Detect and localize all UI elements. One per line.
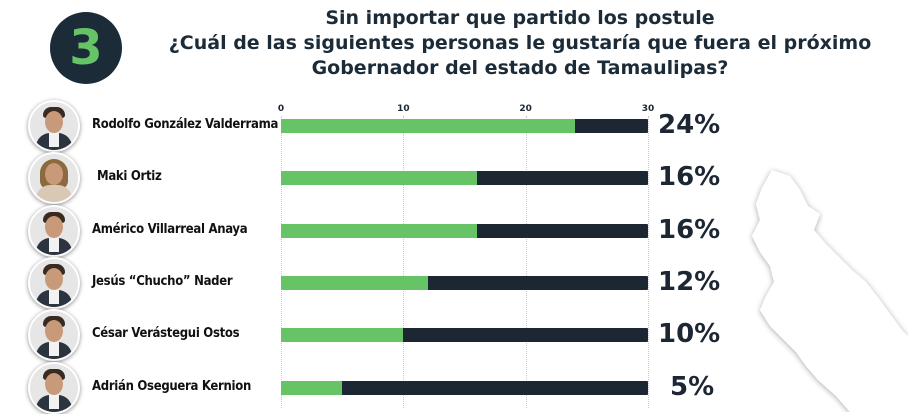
candidate-name: César Verástegui Ostos — [92, 326, 240, 341]
candidate-photo — [28, 309, 80, 361]
bar-track — [281, 276, 648, 290]
data-label: 16% — [658, 215, 721, 245]
x-tick-label: 10 — [397, 104, 410, 114]
title-line-3-middle: del estado de — [438, 57, 598, 79]
bar-track — [281, 119, 648, 133]
bar-track — [281, 224, 648, 238]
x-tick-label: 0 — [277, 104, 285, 114]
bar — [281, 224, 477, 238]
x-tick-label: 30 — [641, 104, 655, 114]
bar — [281, 119, 575, 133]
x-tick-label: 20 — [519, 104, 532, 114]
question-title: Sin importar que partido los postule ¿Cu… — [140, 6, 900, 81]
candidate-photo — [28, 100, 80, 152]
bar — [281, 381, 343, 395]
data-label: 16% — [658, 162, 721, 192]
bar-track — [281, 381, 648, 395]
data-label: 24% — [658, 110, 721, 140]
bar-track — [281, 171, 648, 185]
bar — [281, 171, 477, 185]
x-grid-line — [403, 116, 405, 408]
question-number-badge: 3 — [50, 12, 122, 84]
title-line-3: Gobernador del estado de Tamaulipas? — [140, 56, 900, 81]
candidate-name: Américo Villarreal Anaya — [92, 222, 248, 237]
bar — [281, 276, 428, 290]
bar-track — [281, 328, 648, 342]
candidate-name: Maki Ortiz — [97, 169, 162, 184]
candidate-photo — [28, 205, 80, 257]
candidate-name: Jesús “Chucho” Nader — [92, 274, 233, 289]
candidate-name: Rodolfo González Valderrama — [92, 117, 279, 132]
title-line-2: ¿Cuál de las siguientes personas le gust… — [168, 32, 872, 54]
title-line-3-end: ? — [717, 57, 729, 79]
candidate-photo — [28, 362, 80, 414]
candidate-photo — [28, 257, 80, 309]
candidate-name: Adrián Oseguera Kernion — [92, 379, 252, 394]
bar — [281, 328, 404, 342]
x-grid-line — [281, 116, 282, 408]
candidate-photo — [28, 152, 80, 204]
data-label: 5% — [670, 372, 715, 402]
x-grid-line — [648, 116, 649, 408]
title-emphasis-tamaulipas: Tamaulipas — [597, 57, 718, 79]
question-number: 3 — [69, 20, 103, 76]
title-line-1: Sin importar que partido los postule — [325, 7, 715, 29]
title-emphasis-gobernador: Gobernador — [311, 57, 439, 79]
x-grid-line — [525, 116, 527, 408]
data-label: 10% — [658, 319, 721, 349]
data-label: 12% — [658, 267, 721, 297]
